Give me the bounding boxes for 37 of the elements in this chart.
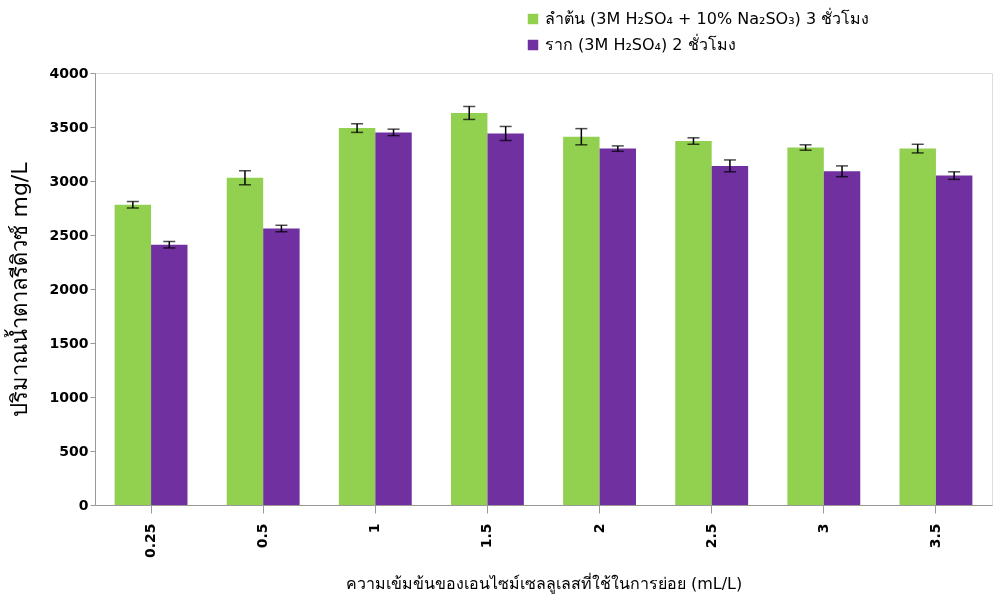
bar: [823, 171, 861, 505]
bar: [899, 148, 936, 505]
bar: [487, 133, 524, 505]
bar: [338, 128, 376, 505]
y-tick-label: 2000: [49, 280, 89, 297]
y-tick-label: 3500: [49, 118, 89, 135]
y-tick-label: 1000: [49, 388, 89, 405]
x-tick-label: 0.5: [254, 523, 271, 549]
bar: [675, 141, 712, 505]
y-tick-label: 0: [78, 496, 89, 513]
bar: [114, 204, 152, 505]
bar: [787, 147, 824, 505]
x-tick-label: 1.5: [478, 523, 495, 549]
bar: [151, 244, 188, 505]
y-tick-label: 500: [59, 442, 89, 459]
x-tick-label: 2: [590, 523, 607, 534]
x-tick-label: 3.5: [926, 523, 943, 549]
bar: [263, 228, 300, 505]
x-tick-label: 3: [814, 523, 831, 534]
bar: [451, 112, 488, 505]
bar: [935, 175, 973, 505]
y-tick-label: 2500: [49, 226, 89, 243]
bar: [711, 165, 749, 505]
legend-label: ลำต้น (3M H₂SO₄ + 10% Na₂SO₃) 3 ชั่วโมง: [545, 7, 870, 28]
x-tick-label: 2.5: [702, 523, 719, 549]
x-tick-label: 0.25: [142, 523, 159, 559]
y-tick-label: 4000: [49, 64, 89, 81]
bar: [599, 148, 636, 505]
y-tick-label: 1500: [49, 334, 89, 351]
y-axis-title: ปริมาณน้ำตาลรีดิวซ์ mg/L: [3, 161, 32, 417]
x-tick-label: 1: [366, 523, 383, 534]
y-tick-label: 3000: [49, 172, 89, 189]
x-axis-title: ความเข้มข้นของเอนไซม์เซลลูเลสที่ใช้ในการย่อย (mL/L): [345, 572, 743, 595]
bar: [563, 136, 600, 505]
legend-label: ราก (3M H₂SO₄) 2 ชั่วโมง: [545, 33, 736, 54]
bar: [226, 177, 264, 505]
bar: [375, 132, 412, 505]
